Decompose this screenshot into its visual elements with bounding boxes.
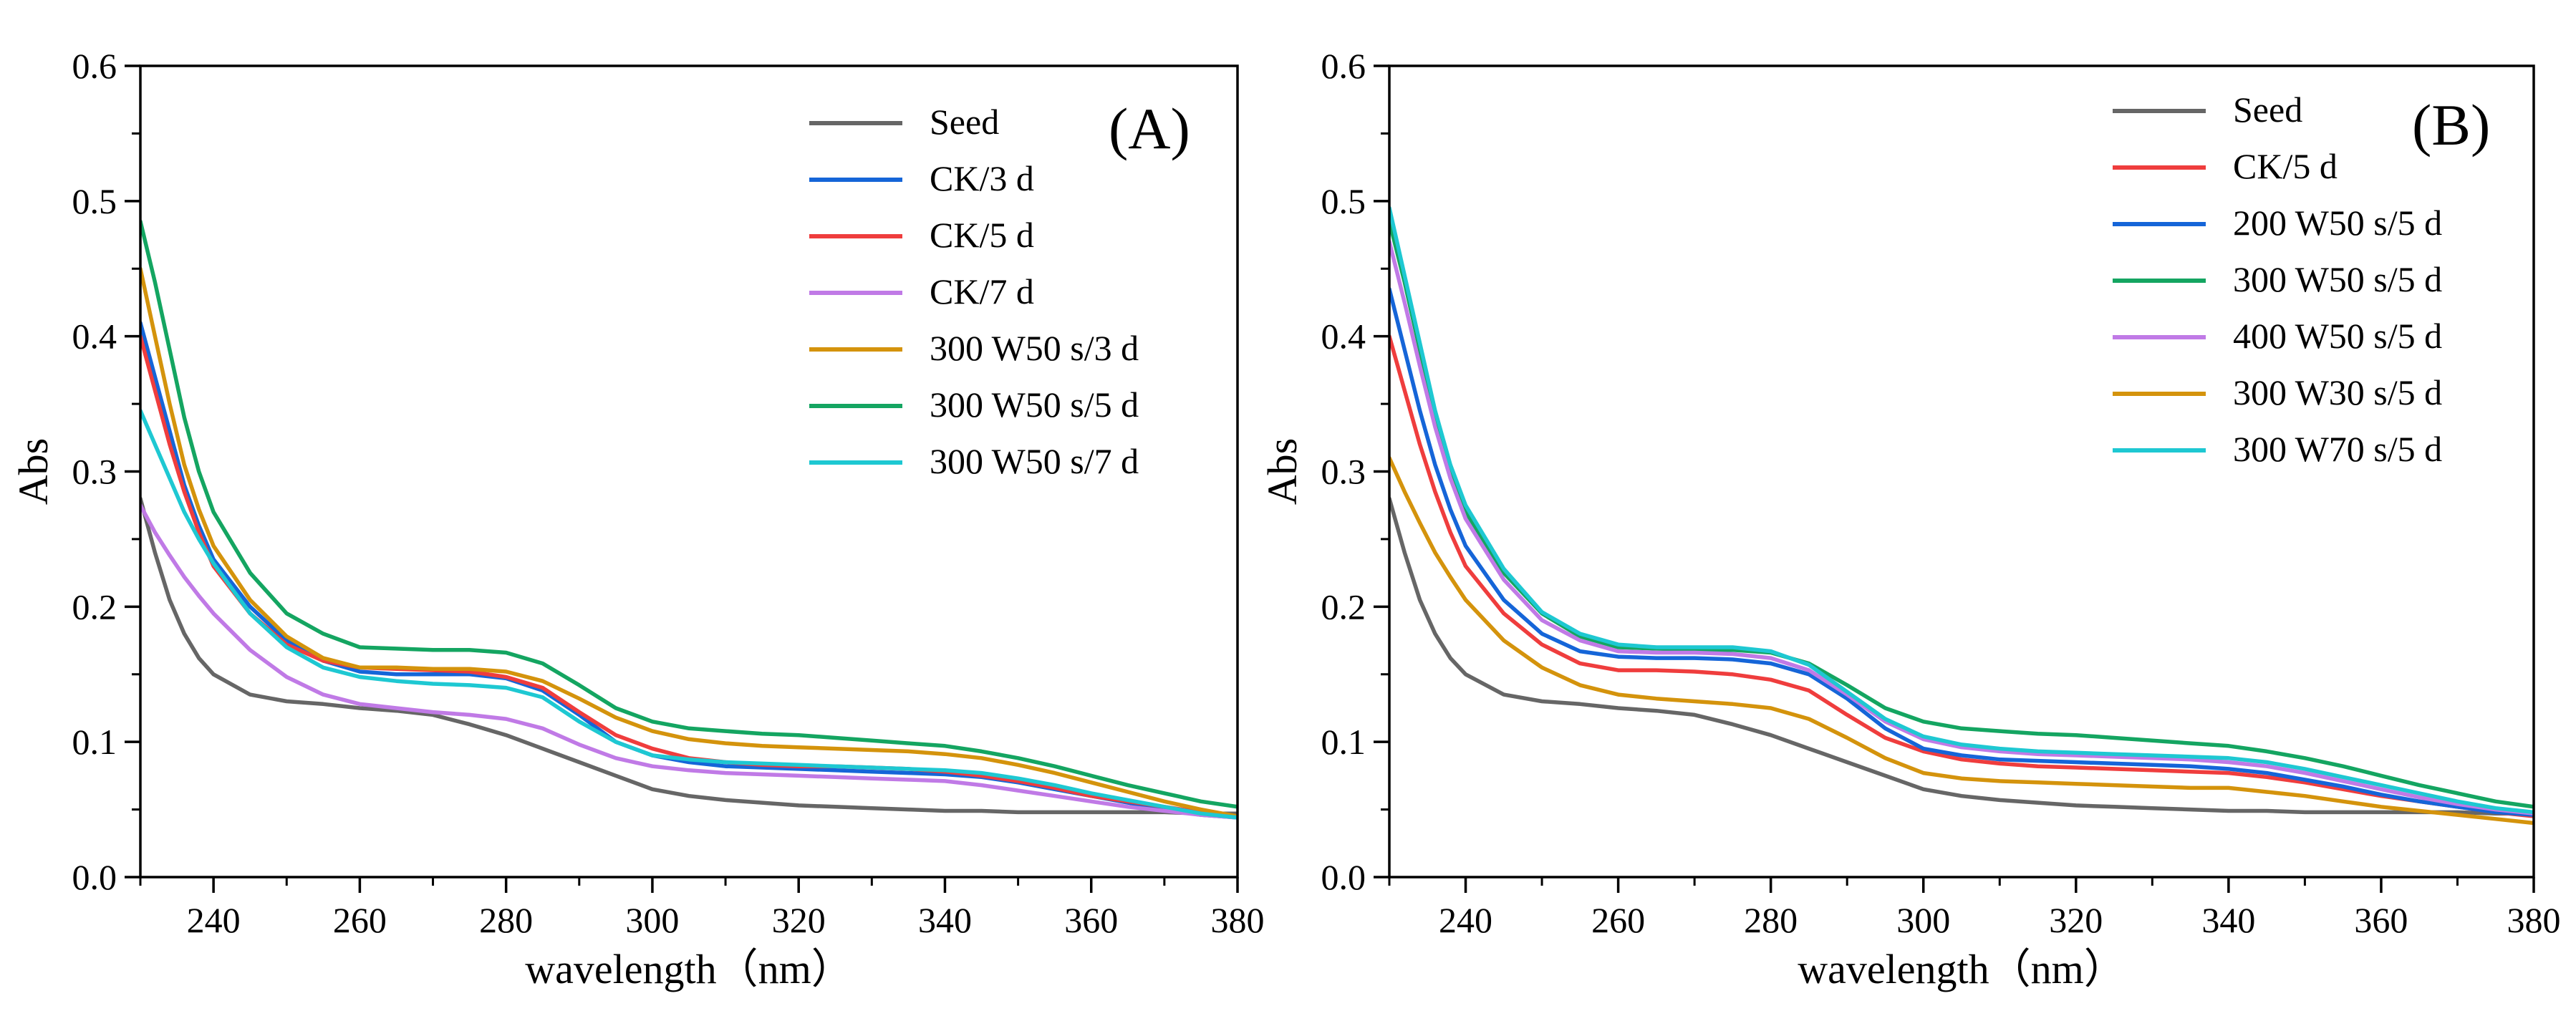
x-tick-label: 360 bbox=[2354, 900, 2408, 940]
panel-label: (A) bbox=[1109, 96, 1190, 161]
series-line-6 bbox=[140, 219, 1238, 809]
legend-label: 300 W30 s/5 d bbox=[2233, 372, 2442, 412]
y-axis-title: Abs bbox=[10, 438, 57, 505]
x-tick-label: 340 bbox=[918, 900, 972, 940]
series-line-1 bbox=[140, 496, 1238, 816]
y-tick-label: 0.6 bbox=[1321, 46, 1366, 86]
legend-label: Seed bbox=[930, 102, 999, 142]
x-tick-label: 340 bbox=[2201, 900, 2255, 940]
y-tick-label: 0.2 bbox=[72, 586, 117, 626]
x-tick-label: 380 bbox=[2507, 900, 2561, 940]
x-tick-label: 280 bbox=[1744, 900, 1798, 940]
x-tick-label: 240 bbox=[1439, 900, 1492, 940]
y-tick-label: 0.5 bbox=[1321, 181, 1366, 221]
series-line-7 bbox=[140, 408, 1238, 820]
chart-panel-b: 240 260 280 300 320 340 360 380 0.0 0.1 0.2 0.3 0.4 0… bbox=[1259, 46, 2561, 992]
x-tick-label: 300 bbox=[1896, 900, 1950, 940]
series-lines bbox=[140, 219, 1238, 820]
x-tick-label: 300 bbox=[625, 900, 679, 940]
series-line-2 bbox=[1389, 334, 2534, 818]
y-tick-label: 0.6 bbox=[72, 46, 117, 86]
x-tick-label: 320 bbox=[772, 900, 826, 940]
x-tick-label: 280 bbox=[479, 900, 533, 940]
series-line-5 bbox=[1389, 239, 2534, 816]
series-line-5 bbox=[140, 266, 1238, 818]
series-lines bbox=[1389, 205, 2534, 826]
legend-label: 300 W50 s/5 d bbox=[2233, 259, 2442, 299]
series-line-3 bbox=[1389, 286, 2534, 817]
x-tick-label: 240 bbox=[187, 900, 241, 940]
y-tick-label: 0.3 bbox=[72, 452, 117, 492]
x-axis-title: wavelength（nm） bbox=[1798, 946, 2125, 992]
y-tick-label: 0.5 bbox=[72, 181, 117, 221]
x-tick-label: 260 bbox=[333, 900, 387, 940]
legend-label: 300 W50 s/5 d bbox=[930, 384, 1139, 425]
series-line-6 bbox=[1389, 455, 2534, 826]
chart-panel-a: 240 260 280 300 320 340 360 380 0.0 0.1 0.2 0.3 0.4 0… bbox=[10, 46, 1265, 992]
legend-label: 300 W70 s/5 d bbox=[2233, 429, 2442, 469]
legend-label: 300 W50 s/7 d bbox=[930, 441, 1139, 481]
x-tick-label: 260 bbox=[1591, 900, 1645, 940]
y-tick-label: 0.1 bbox=[72, 722, 117, 762]
y-axis-title: Abs bbox=[1259, 438, 1306, 505]
legend-label: CK/3 d bbox=[930, 158, 1034, 198]
legend-label: 300 W50 s/3 d bbox=[930, 328, 1139, 368]
x-tick-label: 360 bbox=[1064, 900, 1118, 940]
series-line-4 bbox=[140, 503, 1238, 820]
x-axis-title: wavelength（nm） bbox=[525, 946, 852, 992]
y-tick-label: 0.2 bbox=[1321, 586, 1366, 626]
legend-label: 400 W50 s/5 d bbox=[2233, 316, 2442, 356]
series-line-1 bbox=[1389, 496, 2534, 816]
legend-label: 200 W50 s/5 d bbox=[2233, 203, 2442, 243]
series-line-7 bbox=[1389, 205, 2534, 815]
y-tick-label: 0.4 bbox=[1321, 316, 1366, 357]
legend-label: CK/7 d bbox=[930, 271, 1034, 311]
legend-label: CK/5 d bbox=[2233, 146, 2338, 186]
y-tick-label: 0.0 bbox=[1321, 857, 1366, 897]
legend-label: Seed bbox=[2233, 89, 2302, 130]
legend: Seed CK/3 d CK/5 d CK/7 d 300 W50 s/3 d 300 W… bbox=[809, 102, 1139, 481]
y-tick-label: 0.4 bbox=[72, 316, 117, 357]
y-tick-label: 0.3 bbox=[1321, 452, 1366, 492]
legend-label: CK/5 d bbox=[930, 215, 1034, 255]
panel-label: (B) bbox=[2412, 92, 2490, 158]
y-tick-label: 0.0 bbox=[72, 857, 117, 897]
series-line-4 bbox=[1389, 219, 2534, 809]
x-tick-label: 380 bbox=[1211, 900, 1265, 940]
y-tick-label: 0.1 bbox=[1321, 722, 1366, 762]
legend: Seed CK/5 d 200 W50 s/5 d 300 W50 s/5 d 400 … bbox=[2113, 89, 2442, 469]
x-tick-label: 320 bbox=[2049, 900, 2103, 940]
